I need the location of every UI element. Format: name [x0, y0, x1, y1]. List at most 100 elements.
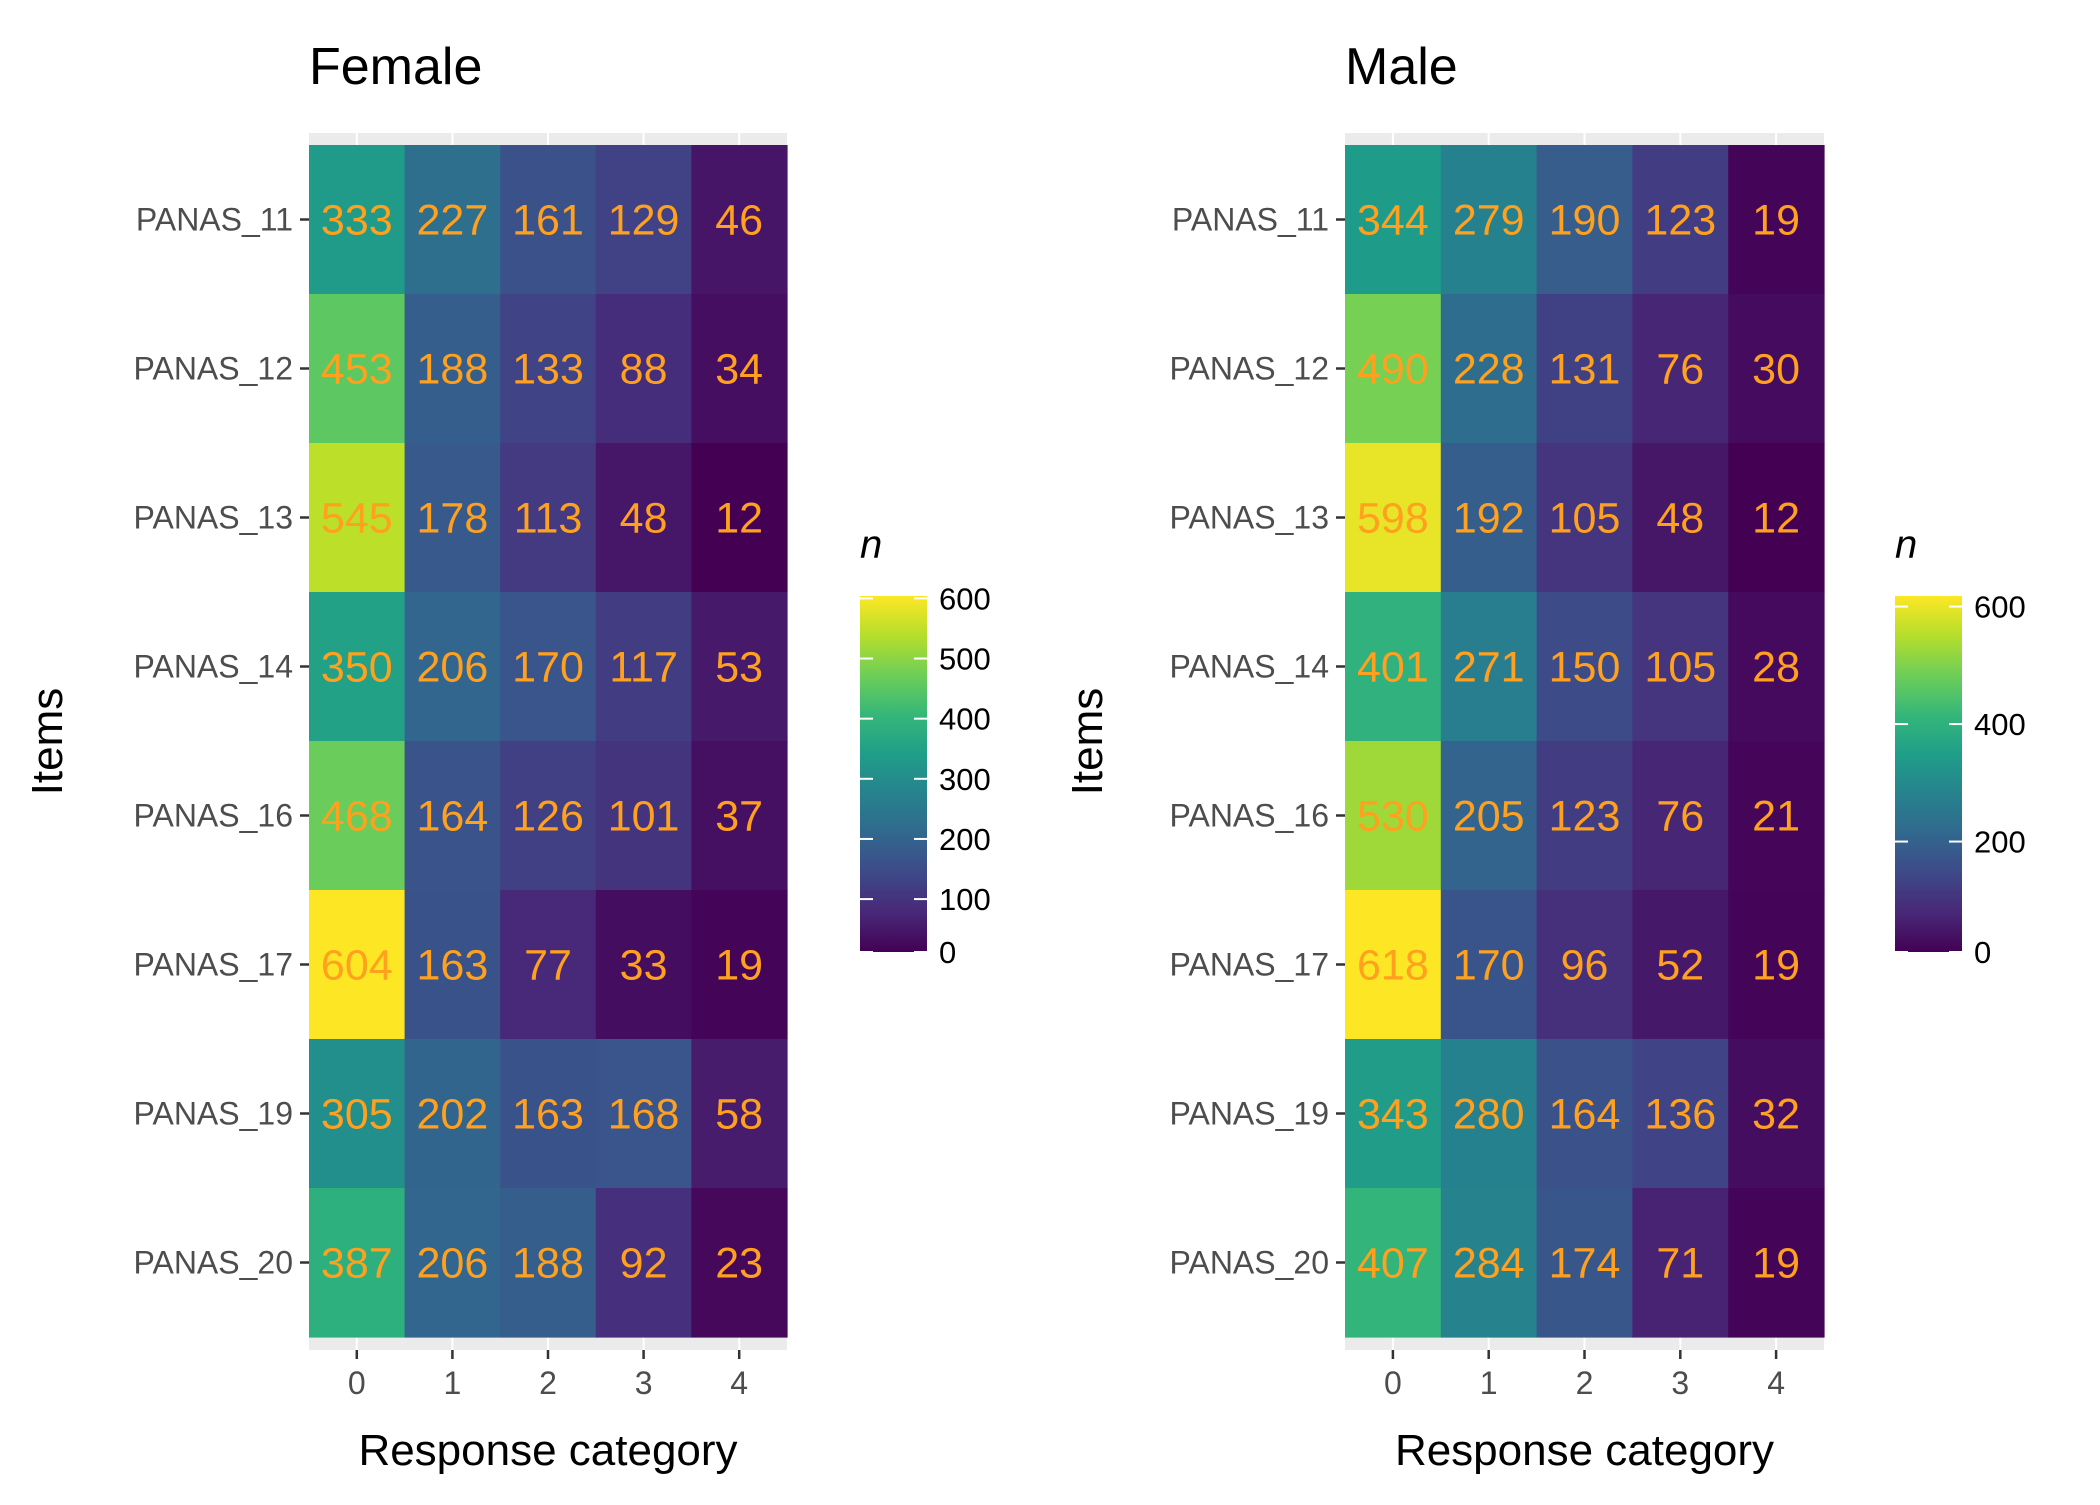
- heatmap-tile: [1440, 294, 1538, 444]
- heatmap-tile: [1440, 890, 1538, 1040]
- y-tick-label: PANAS_11: [1172, 202, 1329, 238]
- heatmap-tile: [1536, 294, 1633, 444]
- data-label: 101: [608, 793, 680, 841]
- data-label: 188: [512, 1240, 584, 1288]
- color-legend: n 0 100 200 300 400 500 600: [860, 523, 991, 970]
- heatmap-tile: [1728, 1188, 1825, 1338]
- data-label: 192: [1453, 495, 1525, 543]
- heatmap-tile: [309, 145, 406, 295]
- legend-tick-label: 0: [1974, 935, 1991, 970]
- heatmap-tile: [691, 890, 788, 1040]
- data-label: 52: [1656, 942, 1704, 990]
- data-label: 28: [1752, 644, 1800, 692]
- data-label: 164: [417, 793, 489, 841]
- heatmap-tile: [595, 1039, 692, 1189]
- heatmap-tile: [595, 592, 692, 742]
- heatmap-tile: [595, 741, 692, 891]
- data-label: 136: [1644, 1091, 1716, 1139]
- heatmap-tile: [691, 145, 788, 295]
- data-label: 117: [609, 644, 678, 692]
- data-label: 71: [1656, 1240, 1704, 1288]
- y-tick-label: PANAS_17: [1170, 947, 1330, 983]
- data-label: 490: [1357, 346, 1429, 394]
- data-label: 453: [321, 346, 393, 394]
- heatmap-tile: [1728, 1039, 1825, 1189]
- data-label: 123: [1549, 793, 1621, 841]
- data-label: 164: [1549, 1091, 1621, 1139]
- data-label: 343: [1357, 1091, 1429, 1139]
- heatmap-tile: [404, 1039, 501, 1189]
- data-label: 131: [1549, 346, 1621, 394]
- data-label: 178: [417, 495, 489, 543]
- heatmap-tile: [1536, 741, 1633, 891]
- x-tick-label: 0: [348, 1365, 366, 1401]
- data-label: 77: [524, 942, 572, 990]
- heatmap-tile: [1440, 592, 1538, 742]
- heatmap-tile: [404, 890, 501, 1040]
- data-label: 105: [1644, 644, 1716, 692]
- data-label: 202: [417, 1091, 489, 1139]
- data-label: 468: [321, 793, 393, 841]
- data-label: 401: [1357, 644, 1429, 692]
- data-label: 21: [1752, 793, 1800, 841]
- heatmap-tile: [1728, 145, 1825, 295]
- data-label: 305: [321, 1091, 393, 1139]
- heatmap-tile: [500, 592, 597, 742]
- legend-tick-label: 400: [939, 702, 991, 737]
- y-tick-label: PANAS_12: [134, 351, 294, 387]
- data-label: 163: [417, 942, 489, 990]
- data-label: 161: [512, 197, 584, 245]
- data-label: 545: [321, 495, 393, 543]
- heatmap-tile: [1536, 1039, 1633, 1189]
- legend-tick-label: 100: [939, 882, 991, 917]
- heatmap-tile: [1632, 890, 1729, 1040]
- data-label: 129: [608, 197, 680, 245]
- y-tick-label: PANAS_14: [1170, 649, 1330, 685]
- data-label: 188: [417, 346, 489, 394]
- data-label: 280: [1453, 1091, 1525, 1139]
- heatmap-tile: [1345, 443, 1442, 593]
- heatmap-tile: [1632, 592, 1729, 742]
- data-label: 53: [715, 644, 763, 692]
- data-label: 105: [1549, 495, 1621, 543]
- data-label: 407: [1357, 1240, 1429, 1288]
- data-label: 58: [715, 1091, 763, 1139]
- heatmap-tile: [500, 741, 597, 891]
- data-label: 92: [620, 1240, 668, 1288]
- data-label: 19: [1752, 942, 1800, 990]
- heatmap-tile: [1440, 1039, 1538, 1189]
- heatmap-tile: [404, 443, 501, 593]
- y-axis-title: Items: [23, 688, 72, 796]
- data-label: 76: [1656, 793, 1704, 841]
- heatmap-tile: [1728, 890, 1825, 1040]
- y-tick-label: PANAS_11: [136, 202, 293, 238]
- heatmap-tile: [595, 443, 692, 593]
- heatmap-tile: [1728, 741, 1825, 891]
- heatmap-tile: [309, 890, 406, 1040]
- data-label: 126: [512, 793, 584, 841]
- heatmap-tile: [1536, 443, 1633, 593]
- x-axis-title: Response category: [1395, 1426, 1774, 1475]
- heatmap-tile: [1536, 145, 1633, 295]
- x-tick-label: 3: [1671, 1365, 1689, 1401]
- data-label: 170: [1453, 942, 1525, 990]
- y-tick-label: PANAS_13: [1170, 500, 1330, 536]
- heatmap-tile: [500, 294, 597, 444]
- heatmap-tile: [1536, 592, 1633, 742]
- y-tick-label: PANAS_20: [1170, 1245, 1330, 1281]
- data-label: 96: [1561, 942, 1609, 990]
- heatmap-tile: [691, 592, 788, 742]
- data-label: 33: [620, 942, 668, 990]
- data-label: 604: [321, 942, 393, 990]
- data-label: 333: [321, 197, 393, 245]
- y-tick-label: PANAS_13: [134, 500, 294, 536]
- legend-tick-label: 200: [939, 822, 991, 857]
- data-label: 113: [514, 495, 583, 543]
- legend-tick-label: 500: [939, 642, 991, 677]
- data-label: 344: [1357, 197, 1429, 245]
- heatmap-tile: [1632, 741, 1729, 891]
- data-label: 48: [1656, 495, 1704, 543]
- heatmap-tile: [1632, 294, 1729, 444]
